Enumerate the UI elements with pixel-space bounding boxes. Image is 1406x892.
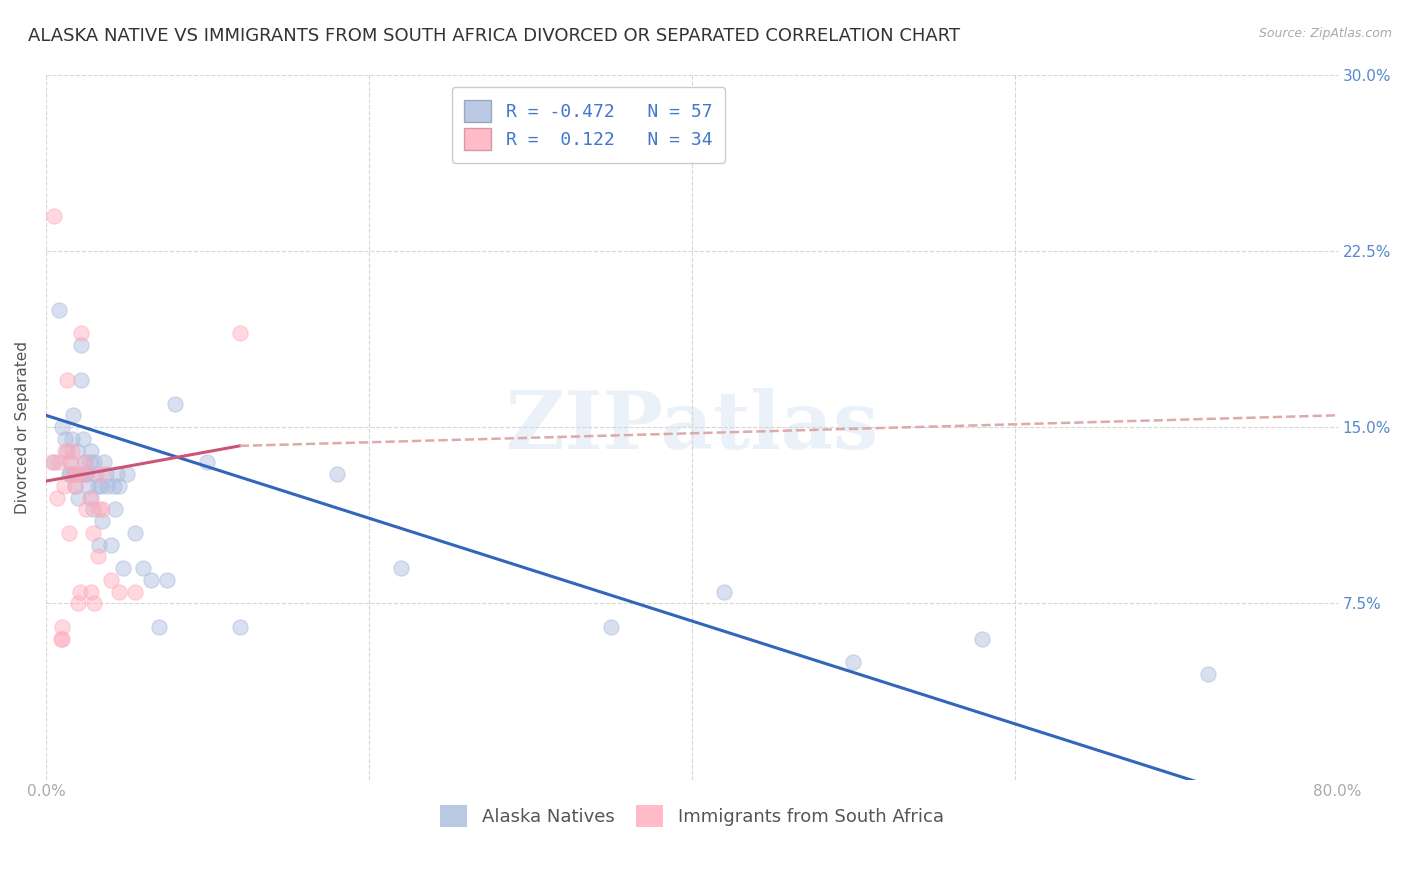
Point [228, 620, 250, 634]
Point [51, 420, 73, 434]
Point [58, 525, 80, 540]
Point [62, 467, 84, 481]
Point [104, 502, 127, 516]
Point [89, 538, 111, 552]
Point [70, 373, 93, 387]
Point [972, 632, 994, 646]
Point [75, 467, 97, 481]
Point [53, 443, 76, 458]
Point [56, 443, 79, 458]
Point [51, 632, 73, 646]
Point [94, 467, 117, 481]
Point [75, 467, 97, 481]
Point [80, 443, 103, 458]
Point [139, 573, 162, 587]
Point [79, 455, 101, 469]
Point [48, 455, 70, 469]
Point [842, 655, 865, 669]
Point [53, 432, 76, 446]
Point [59, 467, 82, 481]
Point [90, 479, 112, 493]
Point [49, 632, 72, 646]
Point [148, 620, 170, 634]
Point [63, 467, 86, 481]
Point [48, 302, 70, 317]
Point [156, 573, 179, 587]
Point [115, 467, 138, 481]
Point [62, 409, 84, 423]
Point [132, 561, 155, 575]
Point [93, 455, 115, 469]
Point [59, 455, 82, 469]
Point [52, 479, 75, 493]
Point [80, 584, 103, 599]
Point [75, 467, 97, 481]
Point [79, 491, 101, 505]
Point [91, 502, 114, 516]
Point [83, 455, 105, 469]
Point [713, 584, 735, 599]
Y-axis label: Divorced or Separated: Divorced or Separated [15, 341, 30, 514]
Point [100, 538, 122, 552]
Text: Source: ZipAtlas.com: Source: ZipAtlas.com [1258, 27, 1392, 40]
Text: ALASKA NATIVE VS IMMIGRANTS FROM SOUTH AFRICA DIVORCED OR SEPARATED CORRELATION : ALASKA NATIVE VS IMMIGRANTS FROM SOUTH A… [28, 27, 960, 45]
Point [51, 620, 73, 634]
Point [69, 584, 91, 599]
Point [66, 443, 89, 458]
Point [63, 479, 86, 493]
Point [42, 209, 65, 223]
Point [60, 443, 83, 458]
Point [84, 467, 107, 481]
Point [80, 491, 103, 505]
Point [63, 479, 86, 493]
Point [124, 584, 146, 599]
Point [83, 596, 105, 610]
Point [82, 525, 104, 540]
Point [124, 525, 146, 540]
Point [325, 467, 347, 481]
Legend: Alaska Natives, Immigrants from South Africa: Alaska Natives, Immigrants from South Af… [433, 797, 950, 834]
Point [42, 455, 65, 469]
Point [72, 432, 94, 446]
Point [59, 455, 82, 469]
Point [107, 479, 129, 493]
Point [112, 561, 135, 575]
Point [58, 467, 80, 481]
Point [107, 584, 129, 599]
Point [103, 479, 125, 493]
Point [165, 396, 187, 410]
Point [96, 479, 118, 493]
Point [389, 561, 412, 575]
Point [73, 455, 96, 469]
Point [600, 620, 623, 634]
Point [67, 596, 90, 610]
Point [70, 338, 93, 352]
Point [77, 479, 100, 493]
Point [86, 549, 108, 564]
Point [75, 502, 97, 516]
Point [82, 502, 104, 516]
Point [197, 455, 219, 469]
Point [60, 432, 83, 446]
Point [89, 502, 111, 516]
Point [69, 467, 91, 481]
Point [41, 455, 63, 469]
Point [46, 491, 69, 505]
Point [90, 467, 112, 481]
Point [100, 573, 122, 587]
Point [73, 455, 96, 469]
Point [91, 514, 114, 528]
Point [1198, 666, 1220, 681]
Point [70, 326, 93, 340]
Point [105, 467, 128, 481]
Point [66, 467, 89, 481]
Point [67, 491, 90, 505]
Point [86, 479, 108, 493]
Text: ZIPatlas: ZIPatlas [506, 388, 877, 466]
Point [56, 373, 79, 387]
Point [228, 326, 250, 340]
